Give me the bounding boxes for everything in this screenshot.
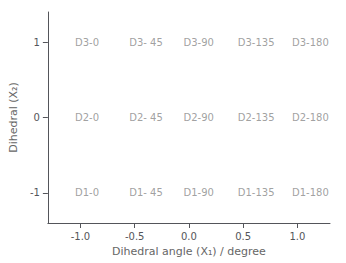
svg-text:1: 1 [33, 37, 39, 48]
svg-text:D3-90: D3-90 [184, 37, 214, 48]
svg-text:D3-135: D3-135 [238, 37, 275, 48]
svg-text:D3-0: D3-0 [75, 37, 99, 48]
svg-text:1.0: 1.0 [289, 231, 305, 242]
svg-text:D1- 45: D1- 45 [129, 187, 163, 198]
svg-text:Dihedral angle (X₁) / degree: Dihedral angle (X₁) / degree [112, 245, 266, 258]
svg-text:0.0: 0.0 [181, 231, 197, 242]
svg-text:-1.0: -1.0 [71, 231, 91, 242]
svg-text:D2-180: D2-180 [292, 112, 329, 123]
svg-text:0.5: 0.5 [235, 231, 251, 242]
svg-text:-1: -1 [30, 187, 40, 198]
svg-text:D2- 45: D2- 45 [129, 112, 163, 123]
svg-text:D2-135: D2-135 [238, 112, 275, 123]
svg-text:D3- 45: D3- 45 [129, 37, 163, 48]
svg-text:D2-0: D2-0 [75, 112, 99, 123]
svg-text:D1-135: D1-135 [238, 187, 275, 198]
svg-text:Dihedral (X₂): Dihedral (X₂) [7, 82, 20, 153]
svg-text:D1-0: D1-0 [75, 187, 99, 198]
svg-text:0: 0 [33, 112, 39, 123]
svg-text:D1-180: D1-180 [292, 187, 329, 198]
svg-text:D3-180: D3-180 [292, 37, 329, 48]
svg-text:-0.5: -0.5 [125, 231, 145, 242]
svg-text:D2-90: D2-90 [184, 112, 214, 123]
svg-text:D1-90: D1-90 [184, 187, 214, 198]
